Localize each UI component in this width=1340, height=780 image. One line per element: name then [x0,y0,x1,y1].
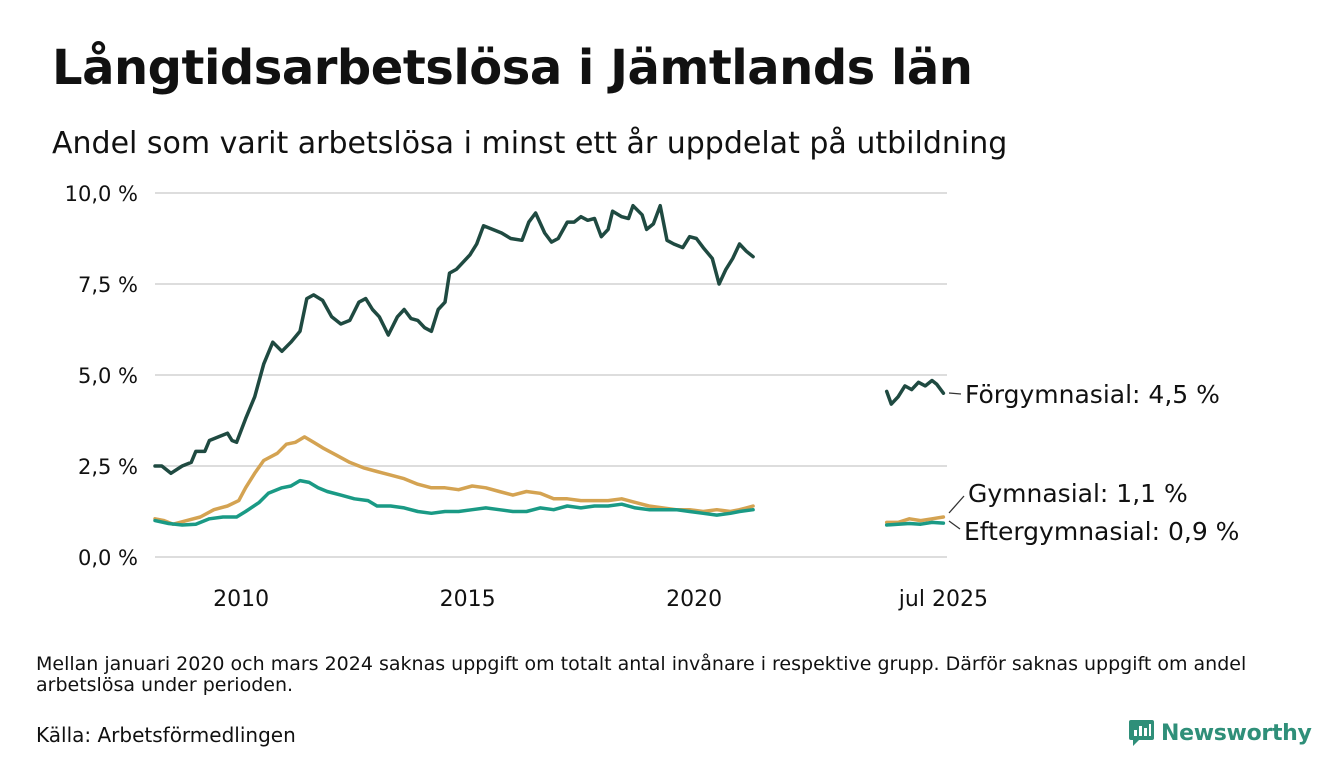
x-tick-label: 2010 [213,587,269,612]
source-text: Källa: Arbetsförmedlingen [36,723,296,747]
leader-line-gymnasial [949,496,964,513]
end-labels: Förgymnasial: 4,5 % Gymnasial: 1,1 % Efter… [949,380,1239,546]
y-tick-label: 2,5 % [78,455,138,479]
series-line-eftergymnasial [887,522,944,525]
end-label-eftergymnasial: Eftergymnasial: 0,9 % [964,517,1239,546]
brand-name: Newsworthy [1161,721,1312,746]
line-chart: 0,0 % 2,5 % 5,0 % 7,5 % 10,0 % 2010 2015 2020 j… [0,0,1340,640]
y-axis: 0,0 % 2,5 % 5,0 % 7,5 % 10,0 % [65,182,138,570]
brand[interactable]: Newsworthy [1128,718,1312,748]
end-label-gymnasial: Gymnasial: 1,1 % [968,479,1188,508]
newsworthy-logo-icon [1128,718,1155,748]
series-line-forgymnasial [155,206,753,474]
x-tick-label: 2020 [666,587,722,612]
x-tick-label: 2015 [440,587,496,612]
end-label-forgymnasial: Förgymnasial: 4,5 % [965,380,1220,409]
grid-lines [155,193,947,557]
footnote: Mellan januari 2020 och mars 2024 saknas… [36,654,1286,696]
x-axis: 2010 2015 2020 jul 2025 [213,587,988,612]
y-tick-label: 7,5 % [78,273,138,297]
leader-line-forgymnasial [949,393,961,394]
leader-line-eftergymnasial [949,521,960,529]
y-tick-label: 5,0 % [78,364,138,388]
series-line-forgymnasial [887,381,944,405]
y-tick-label: 10,0 % [65,182,138,206]
series-lines [155,206,943,525]
x-tick-label: jul 2025 [898,587,988,612]
y-tick-label: 0,0 % [78,546,138,570]
